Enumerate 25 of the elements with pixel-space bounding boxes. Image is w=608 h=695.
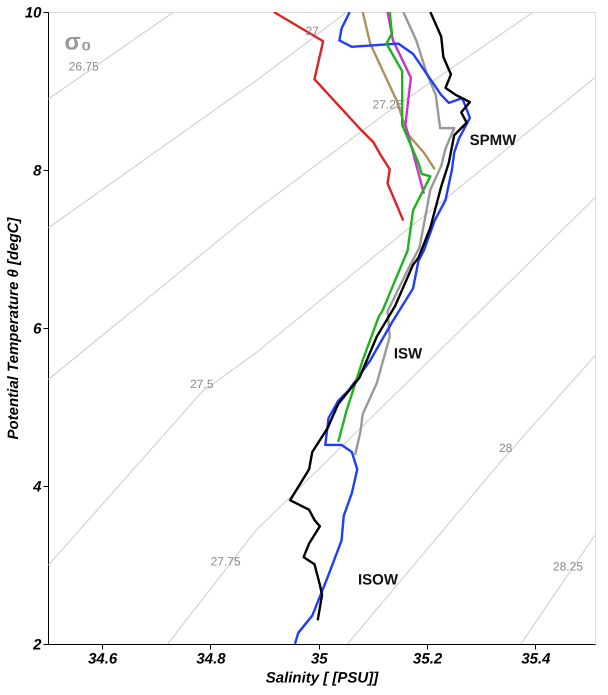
annotation: 28.25 [552, 559, 584, 574]
x-tick-label: 34.8 [196, 650, 226, 668]
annotation: σ₀ [64, 28, 92, 56]
x-tick-label: 35.2 [413, 650, 443, 668]
annotation: 28 [498, 440, 513, 455]
x-tick-label: 34.6 [88, 650, 118, 668]
annotation: 27.5 [190, 376, 214, 391]
line-series [361, 12, 436, 170]
annotation: 27.75 [210, 554, 241, 569]
annotation: 26.75 [68, 59, 100, 74]
annotation: ISOW [358, 571, 399, 588]
y-tick-label: 4 [32, 478, 42, 496]
x-tick-label: 35 [310, 650, 328, 668]
annotation: SPMW [470, 132, 518, 150]
y-tick-label: 10 [24, 4, 42, 22]
y-tick-label: 6 [33, 320, 42, 338]
x-tick-label: 35.4 [521, 650, 552, 668]
line-series [272, 12, 404, 222]
line-series [354, 12, 456, 456]
y-tick-label: 8 [33, 162, 42, 180]
y-tick-label: 2 [32, 636, 42, 654]
annotation: ISW [394, 346, 423, 363]
line-series [337, 12, 432, 443]
y-axis-title: Potential Temperature θ [degC] [4, 216, 22, 440]
x-axis-title: Salinity [ [PSU]] [266, 670, 380, 686]
